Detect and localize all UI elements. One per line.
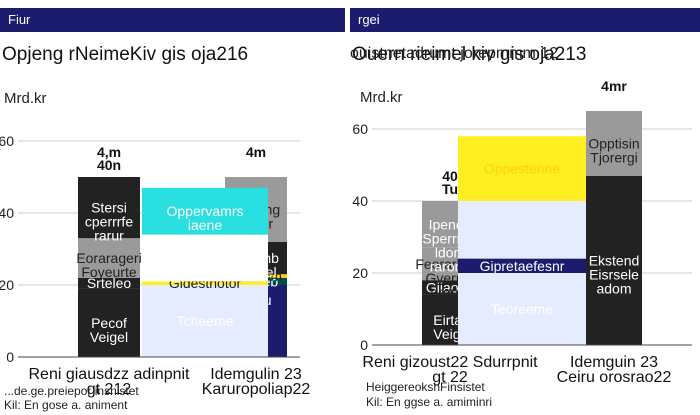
right-bar-2-segment-label: Opptisin Tjorergi bbox=[588, 135, 639, 165]
left-bar-1-total: 4,m 40n bbox=[97, 144, 121, 173]
right-pretitle: ouistnetadrumt jorepmmm 12 bbox=[350, 45, 558, 62]
right-figure-header: rgei bbox=[350, 8, 700, 32]
right-connector-segment bbox=[458, 136, 586, 201]
left-chart-title: Opjeng rNeimeKiv gis oja216 bbox=[2, 44, 249, 65]
left-chart-note: ...de.ge.preiepor insnistet bbox=[4, 384, 139, 398]
left-ylabel: Mrd.kr bbox=[4, 90, 47, 107]
right-connector-segment bbox=[458, 273, 586, 345]
left-connector-segment bbox=[142, 187, 268, 235]
left-bar-1-segment bbox=[78, 177, 140, 239]
right-chart: ouistnetadrumt jorepmmm 12 Mrd.kr 0 20 40 60 E… bbox=[350, 45, 692, 386]
left-category-label-2: Idemgulin 23 Karuropoliap22 bbox=[202, 366, 311, 398]
right-bar-2-total: 4mr bbox=[601, 78, 627, 94]
right-bar-2-segment bbox=[586, 175, 642, 345]
left-ytick-label: 60 bbox=[0, 133, 14, 149]
left-bar-1-segment bbox=[78, 288, 140, 357]
left-bar-1-segment-label: Pecof Veigel bbox=[90, 315, 128, 345]
right-connector-segment bbox=[458, 201, 586, 259]
right-category-label-1: Reni gizoust22 Sdurrpnit gt 22 bbox=[362, 354, 538, 386]
left-connector-segment-label: Tcheeme bbox=[177, 313, 234, 329]
left-figure-label: Fiur bbox=[8, 12, 31, 27]
right-bar-1-total: 40 Tu bbox=[442, 168, 458, 197]
right-bar-2-segment bbox=[586, 111, 642, 176]
right-ytick-label: 60 bbox=[352, 121, 368, 137]
left-category-label-1: Reni giausdzz adinpnit gt 212 bbox=[29, 366, 191, 398]
left-chart: Mrd.kr 0 20 40 60 Pecof Veigel SrteleoEorarager… bbox=[0, 90, 311, 398]
right-ytick-label: 0 bbox=[360, 337, 368, 353]
right-ytick-label: 20 bbox=[352, 265, 368, 281]
right-category-label-2: Idemguin 23 Ceiru orosrao22 bbox=[557, 354, 672, 386]
right-connector-segment-label: Teoreeme bbox=[491, 301, 553, 317]
right-ytick-label: 40 bbox=[352, 193, 368, 209]
left-connector-segment bbox=[142, 285, 268, 357]
left-ytick-label: 20 bbox=[0, 277, 14, 293]
left-chart-source: Kil: En gose a. animent bbox=[4, 398, 128, 412]
left-bar-1-segment-label: Srteleo bbox=[87, 275, 132, 291]
left-ytick-label: 40 bbox=[0, 205, 14, 221]
left-ytick-label: 0 bbox=[6, 349, 14, 365]
right-chart-panel: rgei Ouern rieimel kiv gis oja213 ouistn… bbox=[350, 0, 700, 415]
left-bar-1-segment bbox=[78, 277, 140, 289]
right-chart-title: Ouern rieimel kiv gis oja213 bbox=[352, 44, 587, 65]
left-connector-segment-label: Oppervamrs iaene bbox=[166, 203, 243, 233]
left-connector-segment bbox=[142, 281, 268, 285]
left-bar-1-segment bbox=[78, 238, 140, 278]
right-bar-2-segment-label: Ekstend Eisrsele adom bbox=[589, 252, 640, 296]
left-bar-1-segment-label: Stersi cperrrfe rarur bbox=[85, 200, 133, 244]
right-figure-label: rgei bbox=[358, 12, 380, 27]
right-connector-segment-label: Oppestenne bbox=[484, 161, 560, 177]
left-bar-2-total: 4m bbox=[246, 144, 266, 160]
right-connector-segment-label: Gipretaefesnr bbox=[480, 258, 565, 274]
left-bar-1-segment-label: Eorarageri Foyeurte bbox=[76, 250, 141, 280]
right-chart-source: Kil: En ggse a. amiminri bbox=[366, 395, 493, 409]
right-ylabel: Mrd.kr bbox=[360, 89, 403, 106]
left-connector-segment bbox=[142, 234, 268, 282]
right-chart-note: HeiggereokshFinsistet bbox=[366, 380, 485, 394]
left-chart-panel: Fiur Opjeng rNeimeKiv gis oja216 Mrd.kr 0… bbox=[0, 0, 345, 415]
right-connector-segment bbox=[458, 258, 586, 273]
left-figure-header: Fiur bbox=[0, 8, 345, 32]
